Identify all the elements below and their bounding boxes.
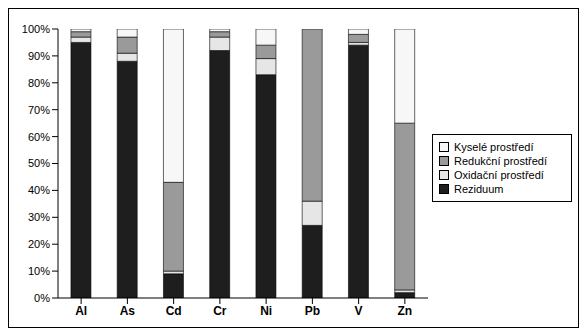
svg-text:90%: 90% [28, 50, 50, 62]
svg-text:80%: 80% [28, 77, 50, 89]
svg-text:70%: 70% [28, 104, 50, 116]
html-text:Redukční prostředí: Redukční prostředí [454, 155, 547, 167]
svg-text:100%: 100% [22, 23, 50, 35]
svg-text:Al: Al [75, 304, 87, 318]
svg-text:10%: 10% [28, 265, 50, 277]
svg-text:As: As [120, 304, 136, 318]
html-text:Reziduum: Reziduum [454, 183, 504, 195]
svg-text:Zn: Zn [398, 304, 413, 318]
svg-text:0%: 0% [34, 292, 50, 304]
svg-text:20%: 20% [28, 238, 50, 250]
svg-text:V: V [355, 304, 363, 318]
svg-text:40%: 40% [28, 184, 50, 196]
svg-text:Ni: Ni [260, 304, 272, 318]
svg-text:60%: 60% [28, 131, 50, 143]
svg-text:30%: 30% [28, 211, 50, 223]
svg-text:Cr: Cr [213, 304, 227, 318]
html-text:Oxidační prostředí: Oxidační prostředí [454, 169, 544, 181]
html-text:Kyselé prostředí: Kyselé prostředí [454, 141, 534, 153]
svg-text:50%: 50% [28, 157, 50, 169]
svg-text:Pb: Pb [305, 304, 320, 318]
svg-text:Cd: Cd [166, 304, 182, 318]
